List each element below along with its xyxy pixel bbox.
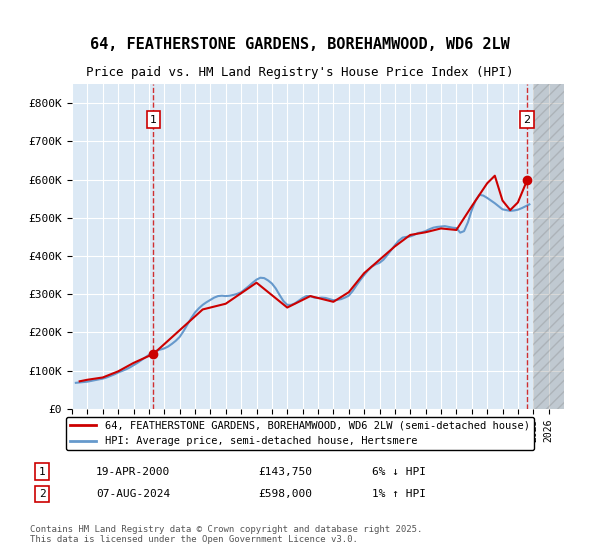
Text: Price paid vs. HM Land Registry's House Price Index (HPI): Price paid vs. HM Land Registry's House … <box>86 66 514 80</box>
Text: 2: 2 <box>524 115 530 125</box>
Text: 19-APR-2000: 19-APR-2000 <box>96 466 170 477</box>
Bar <box>533 84 564 409</box>
Text: 2: 2 <box>38 489 46 499</box>
Text: Contains HM Land Registry data © Crown copyright and database right 2025.
This d: Contains HM Land Registry data © Crown c… <box>30 525 422 544</box>
Text: 1: 1 <box>150 115 157 125</box>
Text: 64, FEATHERSTONE GARDENS, BOREHAMWOOD, WD6 2LW: 64, FEATHERSTONE GARDENS, BOREHAMWOOD, W… <box>90 38 510 52</box>
Text: £598,000: £598,000 <box>258 489 312 499</box>
Text: 1% ↑ HPI: 1% ↑ HPI <box>372 489 426 499</box>
Legend: 64, FEATHERSTONE GARDENS, BOREHAMWOOD, WD6 2LW (semi-detached house), HPI: Avera: 64, FEATHERSTONE GARDENS, BOREHAMWOOD, W… <box>66 417 534 450</box>
Text: 1: 1 <box>38 466 46 477</box>
Text: £143,750: £143,750 <box>258 466 312 477</box>
Text: 07-AUG-2024: 07-AUG-2024 <box>96 489 170 499</box>
Text: 6% ↓ HPI: 6% ↓ HPI <box>372 466 426 477</box>
